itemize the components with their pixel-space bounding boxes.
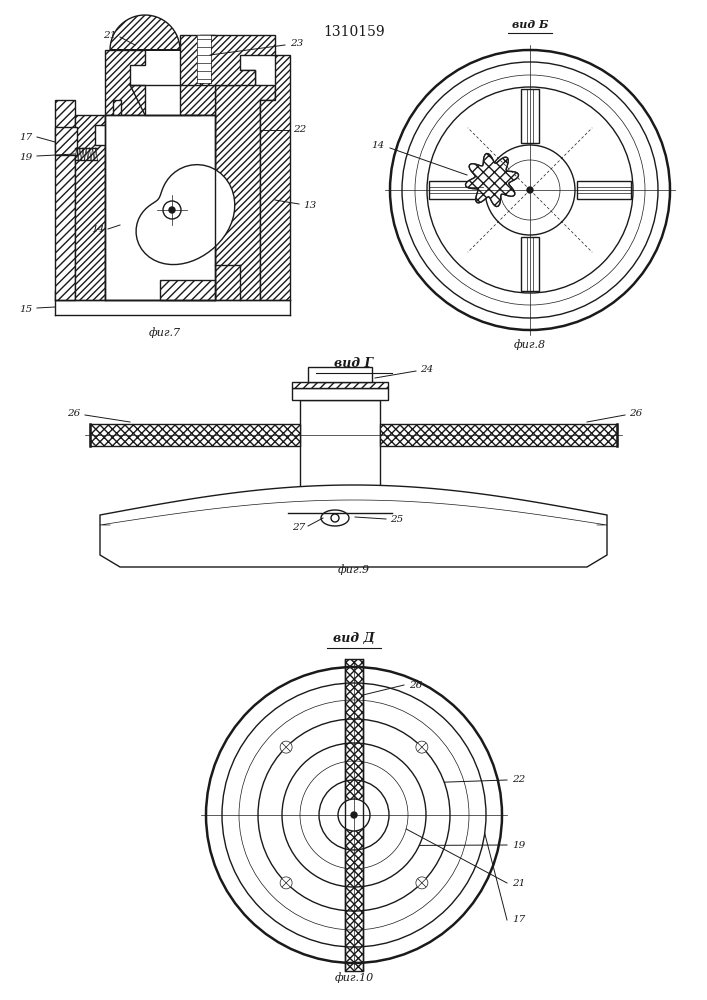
Polygon shape — [215, 70, 275, 300]
Polygon shape — [105, 115, 215, 300]
Polygon shape — [521, 237, 539, 291]
Circle shape — [416, 877, 428, 889]
Text: 1310159: 1310159 — [323, 25, 385, 39]
Polygon shape — [345, 659, 363, 971]
Circle shape — [169, 207, 175, 213]
Text: фиг.9: фиг.9 — [338, 565, 370, 575]
Circle shape — [416, 741, 428, 753]
Text: 23: 23 — [290, 38, 303, 47]
Text: 17: 17 — [512, 916, 525, 924]
Text: фиг.7: фиг.7 — [149, 328, 181, 338]
Text: 14: 14 — [372, 140, 385, 149]
Polygon shape — [160, 280, 215, 300]
Text: 14: 14 — [92, 226, 105, 234]
Polygon shape — [55, 100, 75, 300]
Circle shape — [338, 799, 370, 831]
Text: 22: 22 — [293, 125, 306, 134]
Text: 19: 19 — [512, 840, 525, 850]
Text: 27: 27 — [292, 522, 305, 532]
Polygon shape — [429, 181, 483, 199]
Text: вид Б: вид Б — [512, 19, 548, 30]
Polygon shape — [466, 154, 518, 207]
Polygon shape — [113, 100, 121, 150]
Circle shape — [351, 812, 357, 818]
Polygon shape — [260, 55, 290, 300]
Polygon shape — [197, 43, 211, 51]
Polygon shape — [197, 35, 211, 43]
Text: 19: 19 — [20, 152, 33, 161]
Polygon shape — [521, 89, 539, 143]
Text: 13: 13 — [303, 200, 316, 210]
Polygon shape — [577, 181, 631, 199]
Polygon shape — [110, 15, 180, 50]
Text: фиг.8: фиг.8 — [514, 340, 546, 350]
Polygon shape — [136, 165, 235, 265]
Polygon shape — [55, 127, 77, 155]
Text: 26: 26 — [409, 680, 422, 690]
Text: 17: 17 — [20, 132, 33, 141]
Polygon shape — [90, 424, 300, 446]
Polygon shape — [197, 75, 211, 83]
Polygon shape — [180, 35, 215, 115]
Circle shape — [280, 741, 292, 753]
Polygon shape — [105, 50, 145, 115]
Polygon shape — [197, 59, 211, 67]
Text: 15: 15 — [20, 304, 33, 314]
Polygon shape — [200, 35, 275, 85]
Text: 26: 26 — [66, 408, 80, 418]
Text: 21: 21 — [103, 30, 117, 39]
Polygon shape — [100, 485, 607, 567]
Polygon shape — [321, 510, 349, 526]
Text: 26: 26 — [629, 408, 642, 418]
Polygon shape — [75, 115, 105, 300]
Text: вид Г: вид Г — [334, 357, 373, 370]
Circle shape — [527, 187, 533, 193]
Polygon shape — [380, 424, 617, 446]
Polygon shape — [197, 51, 211, 59]
Text: 25: 25 — [390, 516, 403, 524]
Polygon shape — [55, 290, 75, 300]
Polygon shape — [292, 388, 388, 400]
Polygon shape — [197, 67, 211, 75]
Text: 21: 21 — [512, 879, 525, 888]
Circle shape — [280, 877, 292, 889]
Polygon shape — [288, 505, 392, 513]
Text: фиг.10: фиг.10 — [334, 973, 373, 983]
Text: вид Д: вид Д — [333, 632, 375, 645]
Text: 22: 22 — [512, 776, 525, 784]
Polygon shape — [300, 400, 380, 505]
Text: 24: 24 — [420, 365, 433, 374]
Polygon shape — [466, 154, 518, 207]
Polygon shape — [308, 367, 372, 382]
Polygon shape — [292, 382, 388, 388]
